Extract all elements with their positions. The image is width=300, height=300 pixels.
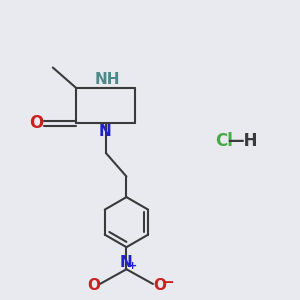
- Text: −: −: [161, 275, 174, 290]
- Text: O: O: [29, 114, 44, 132]
- Text: N: N: [99, 124, 112, 139]
- Text: NH: NH: [94, 72, 120, 87]
- Text: O: O: [153, 278, 166, 293]
- Text: O: O: [87, 278, 100, 293]
- Text: Cl: Cl: [215, 132, 232, 150]
- Text: —H: —H: [227, 132, 258, 150]
- Text: N: N: [120, 255, 133, 270]
- Text: +: +: [128, 261, 137, 271]
